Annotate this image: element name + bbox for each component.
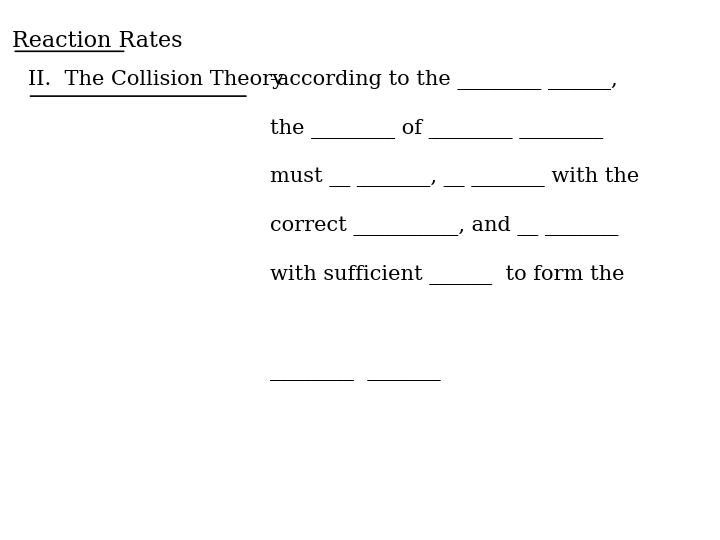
Text: Reaction Rates: Reaction Rates [12,30,183,52]
Text: the ________ of ________ ________: the ________ of ________ ________ [269,119,603,139]
Text: must __ _______, __ _______ with the: must __ _______, __ _______ with the [269,167,639,187]
Text: with sufficient ______  to form the: with sufficient ______ to form the [269,265,624,285]
Text: II.  The Collision Theory: II. The Collision Theory [27,70,284,89]
Text: ________  _______: ________ _______ [269,362,441,381]
Text: correct __________, and __ _______: correct __________, and __ _______ [269,216,618,236]
Text: -according to the ________ ______,: -according to the ________ ______, [269,70,617,90]
